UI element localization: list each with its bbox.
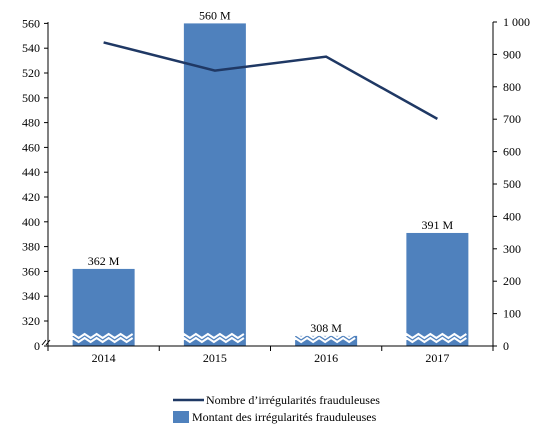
right-tick-label: 900 bbox=[503, 47, 521, 61]
bar bbox=[72, 268, 135, 346]
left-tick-label: 420 bbox=[22, 190, 40, 204]
left-tick-label: 0 bbox=[34, 339, 40, 353]
bar-series: 362 M 560 M 308 M 391 M bbox=[71, 8, 469, 347]
bar-break-mark bbox=[294, 336, 356, 344]
bar-data-label: 560 M bbox=[199, 8, 231, 22]
bar-break-mark bbox=[405, 332, 467, 340]
bar-data-label: 362 M bbox=[88, 254, 120, 268]
right-tick-label: 500 bbox=[503, 177, 521, 191]
left-tick-label: 340 bbox=[22, 289, 40, 303]
bar-break-mark bbox=[71, 336, 134, 344]
left-tick-label: 520 bbox=[22, 66, 40, 80]
bar bbox=[406, 232, 469, 346]
left-tick-label: 500 bbox=[22, 91, 40, 105]
right-tick-label: 700 bbox=[503, 112, 521, 126]
line-path bbox=[103, 41, 438, 120]
bar-break-mark bbox=[71, 332, 134, 340]
right-tick-label: 800 bbox=[503, 80, 521, 94]
left-tick-label: 320 bbox=[22, 314, 40, 328]
legend-label-line: Nombre d’irrégularités frauduleuses bbox=[206, 393, 380, 407]
x-tick-label: 2016 bbox=[314, 351, 338, 365]
x-tick-label: 2014 bbox=[92, 351, 116, 365]
bar-break-mark bbox=[182, 336, 245, 344]
right-tick-label: 300 bbox=[503, 242, 521, 256]
legend-label-bar: Montant des irrégularités frauduleuses bbox=[192, 410, 377, 424]
right-tick-label: 600 bbox=[503, 145, 521, 159]
bar-data-label: 308 M bbox=[310, 321, 342, 335]
right-tick-label: 200 bbox=[503, 274, 521, 288]
bar-data-label: 391 M bbox=[422, 218, 454, 232]
right-axis: 0 100 200 300 400 500 600 700 800 900 1 000 bbox=[493, 15, 530, 353]
legend: Nombre d’irrégularités frauduleuses Mont… bbox=[173, 393, 380, 424]
right-tick-label: 100 bbox=[503, 307, 521, 321]
x-tick-label: 2017 bbox=[425, 351, 449, 365]
axis-break-mark bbox=[41, 339, 51, 346]
x-tick-label: 2015 bbox=[203, 351, 227, 365]
right-tick-label: 1 000 bbox=[503, 15, 530, 29]
bar-break-mark bbox=[294, 332, 356, 340]
left-tick-label: 380 bbox=[22, 240, 40, 254]
left-tick-label: 460 bbox=[22, 140, 40, 154]
left-tick-label: 560 bbox=[22, 16, 40, 30]
left-tick-label: 400 bbox=[22, 215, 40, 229]
bar-break-mark bbox=[405, 336, 467, 344]
right-tick-label: 400 bbox=[503, 209, 521, 223]
x-axis: 2014 2015 2016 2017 bbox=[41, 22, 494, 365]
left-tick-label: 360 bbox=[22, 264, 40, 278]
left-tick-label: 540 bbox=[22, 41, 40, 55]
bar bbox=[183, 23, 246, 347]
line-series bbox=[103, 41, 438, 120]
left-axis: 0 320 340 360 380 400 420 440 460 480 500 520 540 560 bbox=[22, 16, 48, 353]
left-tick-label: 440 bbox=[22, 165, 40, 179]
bar-break-mark bbox=[182, 332, 245, 340]
left-tick-label: 480 bbox=[22, 116, 40, 130]
right-tick-label: 0 bbox=[503, 339, 509, 353]
legend-bar-swatch bbox=[173, 411, 189, 423]
